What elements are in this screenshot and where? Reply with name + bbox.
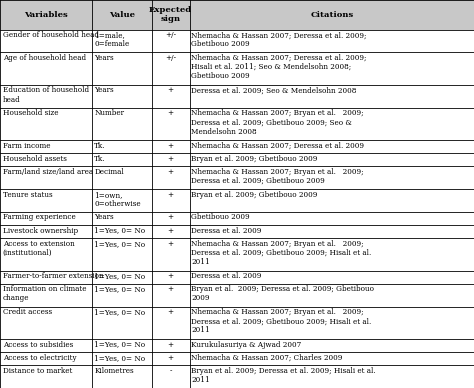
Bar — [0, 352, 474, 365]
Bar — [0, 307, 474, 339]
Bar — [0, 284, 474, 307]
Text: Nhemacha & Hassan 2007; Bryan et al.   2009;
Deressa et al. 2009; Gbetibouo 2009: Nhemacha & Hassan 2007; Bryan et al. 200… — [191, 168, 364, 185]
Bar — [0, 153, 474, 166]
Bar — [0, 271, 474, 284]
Text: Years: Years — [94, 54, 114, 62]
Text: +: + — [168, 191, 173, 199]
Text: Access to extension
(institutional): Access to extension (institutional) — [3, 240, 74, 257]
Text: +: + — [168, 308, 173, 316]
Text: 1=Yes, 0= No: 1=Yes, 0= No — [94, 227, 146, 235]
Bar — [0, 212, 474, 225]
Text: 1=Yes, 0= No: 1=Yes, 0= No — [94, 308, 146, 316]
Text: Gbetibouo 2009: Gbetibouo 2009 — [191, 213, 250, 222]
Text: +: + — [168, 240, 173, 248]
Text: Years: Years — [94, 87, 114, 94]
Bar — [0, 108, 474, 140]
Bar — [0, 140, 474, 153]
Text: +: + — [168, 87, 173, 94]
Text: +: + — [168, 285, 173, 293]
Text: Bryan et al. 2009; Deressa et al. 2009; Hisali et al.
2011: Bryan et al. 2009; Deressa et al. 2009; … — [191, 367, 376, 384]
Text: Deressa et al. 2009: Deressa et al. 2009 — [191, 227, 262, 235]
Text: Deressa et al. 2009; Seo & Mendelsohn 2008: Deressa et al. 2009; Seo & Mendelsohn 20… — [191, 87, 357, 94]
Text: +/-: +/- — [165, 31, 176, 39]
Text: Deressa et al. 2009: Deressa et al. 2009 — [191, 272, 262, 280]
Bar — [0, 365, 474, 388]
Text: 1=Yes, 0= No: 1=Yes, 0= No — [94, 285, 146, 293]
Bar — [0, 225, 474, 238]
Text: Nhemacha & Hassan 2007; Deressa et al. 2009;
Hisali et al. 2011; Seo & Mendelsoh: Nhemacha & Hassan 2007; Deressa et al. 2… — [191, 54, 367, 80]
Text: Education of household
head: Education of household head — [3, 87, 89, 104]
Text: Credit access: Credit access — [3, 308, 52, 316]
Text: Expected
sign: Expected sign — [149, 6, 192, 23]
Text: 1=Yes, 0= No: 1=Yes, 0= No — [94, 272, 146, 280]
Bar — [0, 166, 474, 189]
Text: Access to subsidies: Access to subsidies — [3, 341, 73, 348]
Text: Household assets: Household assets — [3, 155, 67, 163]
Text: Nhemacha & Hassan 2007; Bryan et al.   2009;
Deressa et al. 2009; Gbetibouo 2009: Nhemacha & Hassan 2007; Bryan et al. 200… — [191, 240, 372, 266]
Text: Farm/land size/land area: Farm/land size/land area — [3, 168, 93, 176]
Text: Age of household head: Age of household head — [3, 54, 86, 62]
Text: Farm income: Farm income — [3, 142, 50, 150]
Text: +: + — [168, 341, 173, 348]
Text: Information on climate
change: Information on climate change — [3, 285, 86, 303]
Bar — [0, 29, 474, 52]
Text: Tk.: Tk. — [94, 142, 106, 150]
Text: +: + — [168, 353, 173, 362]
Text: Livestock ownership: Livestock ownership — [3, 227, 78, 235]
Text: Variables: Variables — [24, 11, 68, 19]
Text: +: + — [168, 155, 173, 163]
Bar — [0, 238, 474, 271]
Text: Years: Years — [94, 213, 114, 222]
Text: +: + — [168, 109, 173, 117]
Text: Farming experience: Farming experience — [3, 213, 75, 222]
Text: Citations: Citations — [310, 11, 354, 19]
Text: 1=Yes, 0= No: 1=Yes, 0= No — [94, 341, 146, 348]
Text: Farmer-to-farmer extension: Farmer-to-farmer extension — [3, 272, 103, 280]
Text: Nhemacha & Hassan 2007; Deressa et al. 2009;
Gbetibouo 2009: Nhemacha & Hassan 2007; Deressa et al. 2… — [191, 31, 367, 48]
Text: Bryan et al.  2009; Deressa et al. 2009; Gbetibouo
2009: Bryan et al. 2009; Deressa et al. 2009; … — [191, 285, 374, 303]
Text: 1=own,
0=otherwise: 1=own, 0=otherwise — [94, 191, 141, 208]
Bar — [0, 52, 474, 85]
Text: +: + — [168, 227, 173, 235]
Text: Nhemacha & Hassan 2007; Charles 2009: Nhemacha & Hassan 2007; Charles 2009 — [191, 353, 343, 362]
Bar — [0, 339, 474, 352]
Text: Bryan et al. 2009; Gbetibouo 2009: Bryan et al. 2009; Gbetibouo 2009 — [191, 191, 318, 199]
Text: Distance to market: Distance to market — [3, 367, 72, 375]
Text: Value: Value — [109, 11, 135, 19]
Text: +: + — [168, 168, 173, 176]
Text: Decimal: Decimal — [94, 168, 124, 176]
Text: Kurukulasuriya & Ajwad 2007: Kurukulasuriya & Ajwad 2007 — [191, 341, 302, 348]
Text: +/-: +/- — [165, 54, 176, 62]
Text: Nhemacha & Hassan 2007; Deressa et al. 2009: Nhemacha & Hassan 2007; Deressa et al. 2… — [191, 142, 365, 150]
Text: Nhemacha & Hassan 2007; Bryan et al.   2009;
Deressa et al. 2009; Gbetibouo 2009: Nhemacha & Hassan 2007; Bryan et al. 200… — [191, 109, 364, 136]
Bar — [0, 85, 474, 108]
Text: +: + — [168, 272, 173, 280]
Text: Tenure status: Tenure status — [3, 191, 53, 199]
Text: Tk.: Tk. — [94, 155, 106, 163]
Text: Nhemacha & Hassan 2007; Bryan et al.   2009;
Deressa et al. 2009; Gbetibouo 2009: Nhemacha & Hassan 2007; Bryan et al. 200… — [191, 308, 372, 334]
Text: 1=Yes, 0= No: 1=Yes, 0= No — [94, 240, 146, 248]
Text: Gender of household head: Gender of household head — [3, 31, 99, 39]
Text: Access to electricity: Access to electricity — [3, 353, 76, 362]
Bar — [0, 0, 474, 29]
Text: +: + — [168, 142, 173, 150]
Text: +: + — [168, 213, 173, 222]
Text: 1=male,
0=female: 1=male, 0=female — [94, 31, 129, 48]
Text: Bryan et al. 2009; Gbetibouo 2009: Bryan et al. 2009; Gbetibouo 2009 — [191, 155, 318, 163]
Text: 1=Yes, 0= No: 1=Yes, 0= No — [94, 353, 146, 362]
Bar — [0, 189, 474, 212]
Text: Number: Number — [94, 109, 124, 117]
Text: -: - — [169, 367, 172, 375]
Text: Kilometres: Kilometres — [94, 367, 134, 375]
Text: Household size: Household size — [3, 109, 58, 117]
